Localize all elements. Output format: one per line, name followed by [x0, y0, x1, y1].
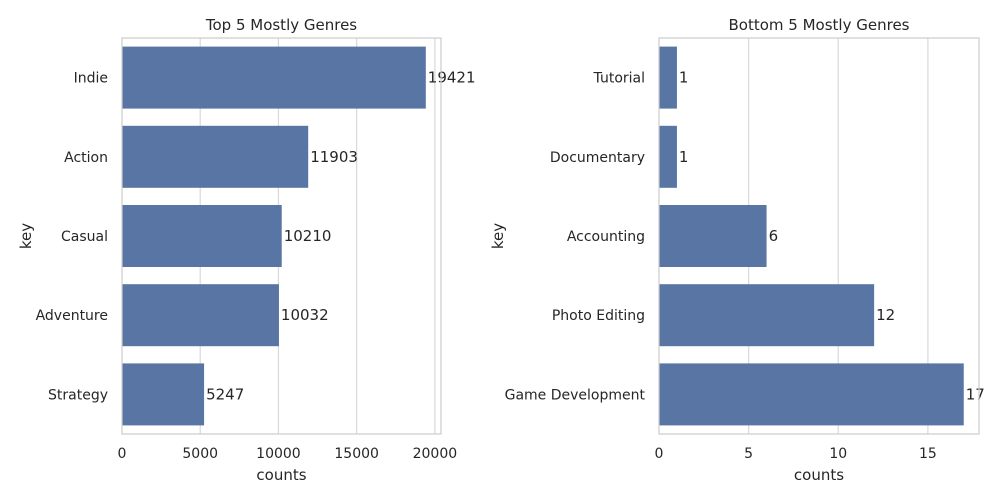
y-tick-label: Action	[64, 150, 108, 166]
bar-3	[659, 205, 767, 267]
x-tick-label: 10000	[256, 446, 301, 462]
chart-panel-2: 1 Tutorial 1 Documentary 6 Accounting 12 Photo …	[489, 16, 985, 484]
y-tick-label: Documentary	[550, 150, 645, 166]
x-tick-label: 5000	[182, 446, 218, 462]
y-tick-label: Strategy	[48, 387, 108, 403]
bar-value-label: 10032	[281, 306, 329, 324]
y-tick-label: Tutorial	[593, 71, 645, 87]
x-tick-label: 15	[919, 446, 937, 462]
x-tick-label: 0	[655, 446, 664, 462]
y-tick-label: Adventure	[36, 308, 108, 324]
plot-frame	[121, 37, 442, 435]
bar-1	[122, 46, 426, 109]
bar-value-label: 6	[769, 227, 779, 245]
y-tick-label: Game Development	[505, 387, 646, 403]
y-tick-label: Accounting	[567, 229, 645, 245]
bar-3	[122, 205, 282, 267]
bar-value-label: 17	[966, 385, 985, 403]
bar-2	[659, 125, 677, 188]
chart-title: Top 5 Mostly Genres	[205, 16, 357, 34]
bar-value-label: 10210	[284, 227, 332, 245]
bar-5	[659, 363, 964, 426]
y-tick-label: Indie	[74, 71, 108, 87]
bar-4	[659, 284, 875, 347]
bar-4	[122, 284, 279, 347]
chart-title: Bottom 5 Mostly Genres	[729, 16, 910, 34]
bar-2	[122, 125, 309, 188]
y-axis-label: key	[489, 223, 507, 249]
bar-1	[659, 46, 677, 109]
bar-value-label: 1	[679, 69, 689, 87]
x-axis-label: counts	[794, 466, 844, 484]
chart-panel-1: 19421 Indie 11903 Action 10210 Casual 10032 Adv…	[17, 16, 476, 484]
x-tick-label: 0	[118, 446, 127, 462]
y-tick-label: Photo Editing	[552, 308, 645, 324]
x-tick-label: 20000	[413, 446, 458, 462]
x-tick-label: 5	[744, 446, 753, 462]
bar-value-label: 11903	[310, 148, 358, 166]
bar-value-label: 5247	[206, 385, 244, 403]
bar-value-label: 12	[876, 306, 895, 324]
bar-5	[122, 363, 205, 426]
x-axis-label: counts	[256, 466, 306, 484]
y-axis-label: key	[17, 223, 35, 249]
plot-frame	[658, 37, 980, 435]
bar-value-label: 1	[679, 148, 689, 166]
x-tick-label: 15000	[334, 446, 379, 462]
x-tick-label: 10	[829, 446, 847, 462]
y-tick-label: Casual	[61, 229, 108, 245]
bar-value-label: 19421	[428, 69, 476, 87]
